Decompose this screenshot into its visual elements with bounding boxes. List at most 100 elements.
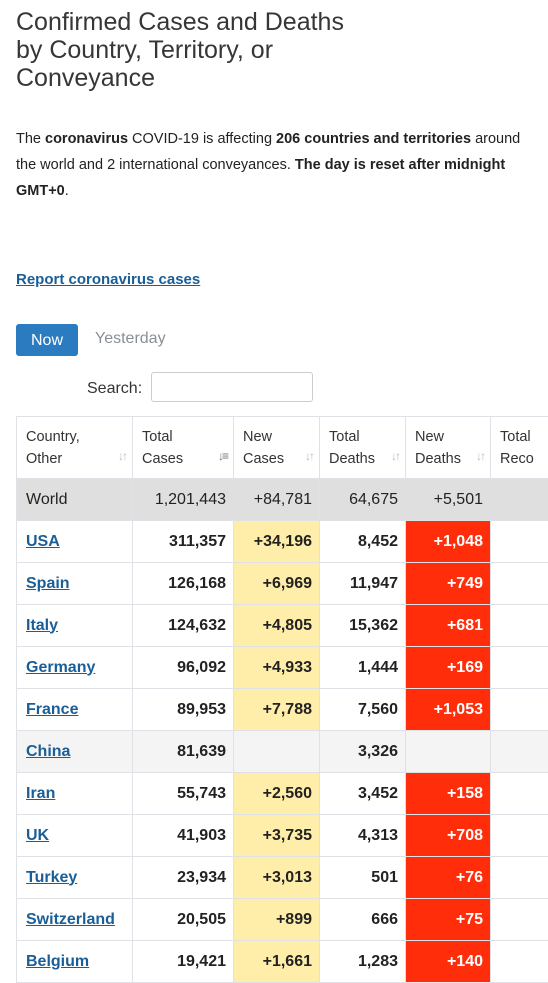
new-cases-cell: +7,788: [234, 689, 320, 731]
new-cases-cell: +3,735: [234, 815, 320, 857]
intro-text: The coronavirus COVID-19 is affecting 20…: [16, 126, 536, 204]
new-cases-cell: +84,781: [234, 479, 320, 521]
column-header-total-cases[interactable]: Total Cases ↓≡: [133, 417, 234, 479]
new-deaths-cell: [406, 731, 491, 773]
country-cell: UK: [17, 815, 133, 857]
total-deaths-cell: 15,362: [320, 605, 406, 647]
total-recovered-cell: [491, 731, 548, 773]
total-recovered-cell: [491, 689, 548, 731]
new-cases-cell: +34,196: [234, 521, 320, 563]
column-header-country[interactable]: Country, Other ↓↑: [17, 417, 133, 479]
country-cell: Spain: [17, 563, 133, 605]
sort-icon: ↓↑: [118, 445, 126, 467]
country-link[interactable]: France: [26, 701, 78, 718]
header-line: Total: [329, 426, 399, 448]
total-deaths-cell: 3,452: [320, 773, 406, 815]
total-cases-cell: 19,421: [133, 941, 234, 983]
intro-bold: coronavirus: [45, 131, 128, 147]
total-deaths-cell: 64,675: [320, 479, 406, 521]
header-line: Deaths: [415, 448, 484, 470]
country-link[interactable]: China: [26, 743, 70, 760]
country-cell: China: [17, 731, 133, 773]
country-link[interactable]: Germany: [26, 659, 95, 676]
total-recovered-cell: [491, 857, 548, 899]
total-cases-cell: 126,168: [133, 563, 234, 605]
header-line: Country,: [26, 426, 126, 448]
total-recovered-cell: [491, 647, 548, 689]
sort-icon: ↓↑: [476, 445, 484, 467]
country-link[interactable]: Turkey: [26, 869, 77, 886]
country-link[interactable]: Italy: [26, 617, 58, 634]
total-cases-cell: 55,743: [133, 773, 234, 815]
total-deaths-cell: 501: [320, 857, 406, 899]
tab-yesterday[interactable]: Yesterday: [95, 330, 166, 348]
report-cases-link[interactable]: Report coronavirus cases: [16, 271, 200, 288]
total-cases-cell: 41,903: [133, 815, 234, 857]
new-deaths-cell: +749: [406, 563, 491, 605]
country-link[interactable]: Iran: [26, 785, 55, 802]
total-deaths-cell: 11,947: [320, 563, 406, 605]
column-header-new-cases[interactable]: New Cases ↓↑: [234, 417, 320, 479]
column-header-total-recovered[interactable]: Total Reco: [491, 417, 548, 479]
new-deaths-cell: +158: [406, 773, 491, 815]
total-recovered-cell: [491, 521, 548, 563]
new-cases-cell: +3,013: [234, 857, 320, 899]
total-cases-cell: 20,505: [133, 899, 234, 941]
total-cases-cell: 1,201,443: [133, 479, 234, 521]
country-link[interactable]: UK: [26, 827, 49, 844]
search-label: Search:: [87, 380, 142, 398]
total-recovered-cell: [491, 899, 548, 941]
country-link[interactable]: Switzerland: [26, 911, 115, 928]
sort-icon: ↓↑: [305, 445, 313, 467]
total-deaths-cell: 1,444: [320, 647, 406, 689]
total-cases-cell: 124,632: [133, 605, 234, 647]
column-header-total-deaths[interactable]: Total Deaths ↓↑: [320, 417, 406, 479]
new-cases-cell: [234, 731, 320, 773]
new-deaths-cell: +75: [406, 899, 491, 941]
tab-now-button[interactable]: Now: [16, 324, 78, 356]
search-input[interactable]: [151, 372, 313, 402]
total-recovered-cell: [491, 815, 548, 857]
title-line: by Country, Territory, or: [16, 36, 273, 64]
total-recovered-cell: [491, 479, 548, 521]
country-cell: Switzerland: [17, 899, 133, 941]
sort-descending-icon: ↓≡: [218, 445, 227, 467]
country-cell: France: [17, 689, 133, 731]
total-deaths-cell: 8,452: [320, 521, 406, 563]
new-deaths-cell: +5,501: [406, 479, 491, 521]
country-cell: USA: [17, 521, 133, 563]
country-link[interactable]: USA: [26, 533, 60, 550]
new-deaths-cell: +681: [406, 605, 491, 647]
header-line: New: [415, 426, 484, 448]
total-deaths-cell: 4,313: [320, 815, 406, 857]
table-header-row: Country, Other ↓↑ Total Cases ↓≡ New Cas…: [17, 417, 548, 479]
total-cases-cell: 311,357: [133, 521, 234, 563]
total-cases-cell: 81,639: [133, 731, 234, 773]
country-link[interactable]: Spain: [26, 575, 70, 592]
intro-part: COVID-19 is affecting: [128, 131, 276, 147]
header-line: Other: [26, 448, 126, 470]
new-deaths-cell: +708: [406, 815, 491, 857]
new-cases-cell: +1,661: [234, 941, 320, 983]
column-header-new-deaths[interactable]: New Deaths ↓↑: [406, 417, 491, 479]
intro-part: .: [65, 183, 69, 199]
country-cell: Iran: [17, 773, 133, 815]
header-line: Cases: [142, 448, 227, 470]
total-deaths-cell: 1,283: [320, 941, 406, 983]
new-cases-cell: +4,933: [234, 647, 320, 689]
new-cases-cell: +4,805: [234, 605, 320, 647]
header-line: Cases: [243, 448, 313, 470]
intro-part: The: [16, 131, 45, 147]
new-deaths-cell: +1,053: [406, 689, 491, 731]
total-recovered-cell: [491, 773, 548, 815]
country-link[interactable]: Belgium: [26, 953, 89, 970]
